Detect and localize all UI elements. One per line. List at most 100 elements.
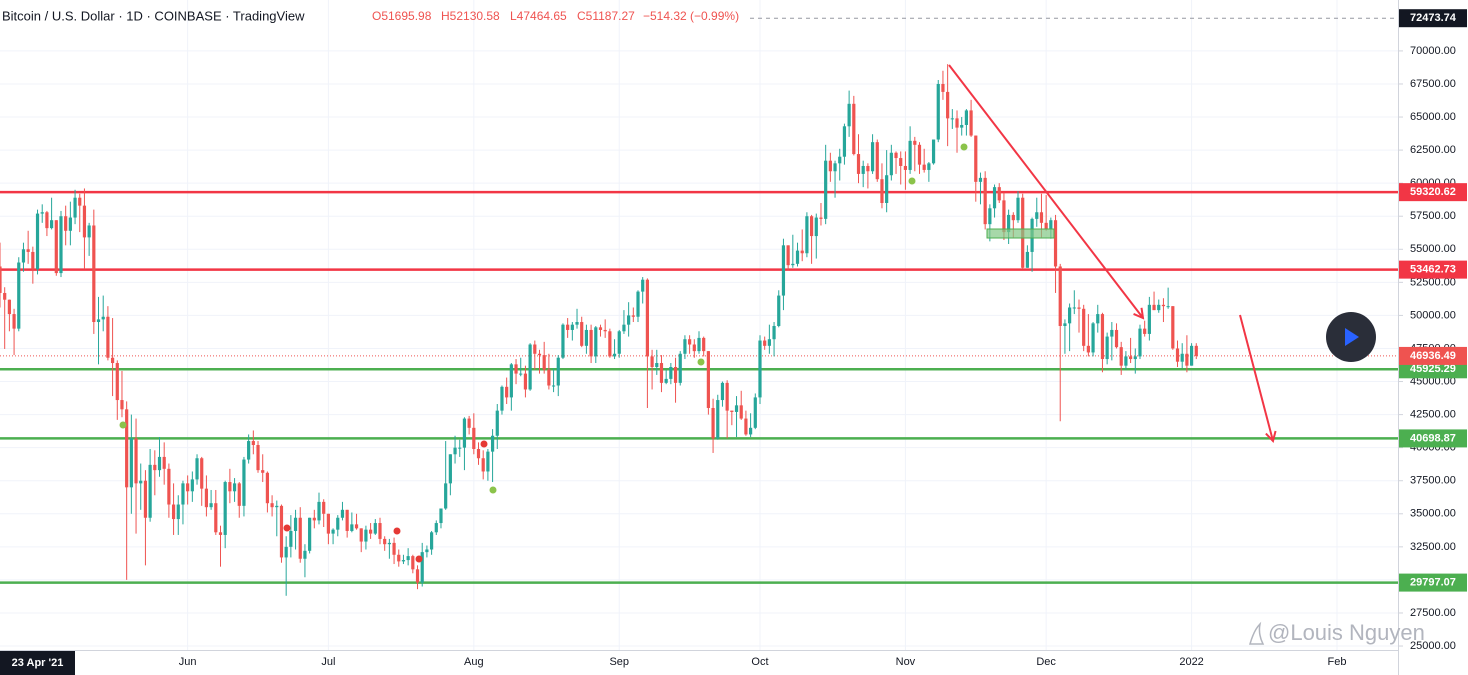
candle-body — [59, 216, 63, 274]
candle-body — [429, 532, 434, 550]
candle-body — [1166, 306, 1170, 308]
candle-body — [82, 205, 87, 238]
candle-body — [129, 438, 133, 488]
candle-body — [1011, 214, 1015, 221]
y-tick-label: 37500.00 — [1410, 475, 1456, 487]
x-tick-label: Aug — [464, 656, 484, 668]
candle-body — [781, 245, 786, 296]
candle-body — [645, 279, 649, 357]
legend-value: H52130.58 — [441, 9, 500, 23]
candle-body — [1016, 197, 1020, 221]
candle-body — [425, 549, 429, 553]
candle-body — [181, 483, 185, 505]
candle-body — [481, 458, 485, 472]
candle-body — [1068, 307, 1072, 324]
candle-body — [589, 329, 593, 357]
candle-body — [969, 110, 973, 136]
y-tick-label: 42500.00 — [1410, 409, 1456, 421]
play-icon[interactable] — [1345, 328, 1359, 346]
candle-body — [476, 448, 481, 459]
candle-body — [204, 488, 209, 508]
y-tick-label: 57500.00 — [1410, 210, 1456, 222]
candle-body — [1077, 307, 1081, 309]
candle-body — [87, 225, 91, 238]
x-tick-label: Nov — [896, 656, 916, 668]
candle-body — [326, 513, 330, 534]
candle-body — [1096, 314, 1100, 324]
signal-dot — [489, 486, 497, 494]
candle-body — [608, 331, 612, 357]
candle-body — [1035, 212, 1039, 219]
candle-body — [293, 517, 298, 531]
candle-body — [406, 556, 410, 561]
candle-body — [462, 418, 467, 448]
candle-body — [78, 197, 82, 206]
y-tick-label: 62500.00 — [1410, 144, 1456, 156]
candle-body — [702, 337, 706, 352]
candle-body — [838, 156, 842, 164]
candle-body — [265, 472, 270, 504]
candle-body — [899, 158, 903, 166]
candle-body — [1180, 353, 1184, 362]
candle-body — [200, 458, 204, 489]
candle-body — [3, 292, 7, 300]
candle-body — [791, 263, 795, 266]
candle-body — [1025, 251, 1029, 268]
candle-body — [1082, 308, 1086, 346]
candle-body — [941, 83, 945, 92]
candle-body — [96, 319, 101, 323]
watermark-text: @Louis Nguyen — [1268, 620, 1425, 645]
candle-body — [336, 517, 340, 530]
level-label: 53462.73 — [1410, 264, 1456, 276]
candle-body — [373, 523, 377, 534]
candle-body — [833, 163, 837, 172]
candle-body — [1039, 212, 1044, 223]
crosshair-date-bg — [0, 651, 75, 675]
candle-body — [434, 523, 438, 533]
crosshair-price-label: 72473.74 — [1410, 12, 1457, 24]
candle-body — [622, 324, 626, 332]
candle-body — [171, 504, 176, 520]
candle-body — [800, 250, 804, 254]
signal-dot — [480, 440, 488, 448]
candle-body — [64, 216, 68, 231]
y-tick-label: 45000.00 — [1410, 375, 1456, 387]
candle-body — [612, 353, 617, 357]
candle-body — [683, 339, 687, 354]
level-label-bg — [1399, 573, 1467, 592]
crosshair-date-label: 23 Apr '21 — [12, 657, 64, 669]
x-tick-label: Sep — [609, 656, 629, 668]
level-label-bg — [1399, 429, 1467, 448]
candle-body — [270, 503, 274, 508]
legend-value: L47464.65 — [510, 9, 567, 23]
candle-body — [289, 530, 293, 547]
candle-body — [350, 524, 354, 531]
candle-body — [7, 299, 11, 315]
candle-body — [364, 529, 368, 542]
candle-body — [908, 140, 912, 170]
candle-body — [1152, 304, 1156, 311]
candle-body — [190, 479, 194, 492]
candle-body — [1194, 345, 1198, 356]
candle-body — [950, 118, 954, 120]
candle-body — [139, 480, 143, 484]
candle-body — [523, 373, 528, 390]
candle-body — [978, 177, 983, 182]
candle-body — [195, 458, 199, 480]
candle-body — [284, 546, 288, 558]
grid — [0, 0, 1398, 650]
candle-body — [12, 314, 16, 329]
candle-body — [458, 447, 462, 449]
candle-body — [641, 279, 645, 292]
candle-body — [711, 407, 715, 439]
candle-body — [176, 504, 180, 520]
candle-body — [584, 329, 589, 346]
candle-body — [92, 225, 96, 323]
candle-body — [673, 366, 678, 383]
play-button[interactable] — [1326, 312, 1376, 362]
candle-body — [50, 220, 54, 229]
candle-body — [298, 517, 302, 559]
candle-body — [1007, 214, 1011, 233]
y-tick-label: 70000.00 — [1410, 45, 1456, 57]
candle-body — [537, 353, 542, 356]
